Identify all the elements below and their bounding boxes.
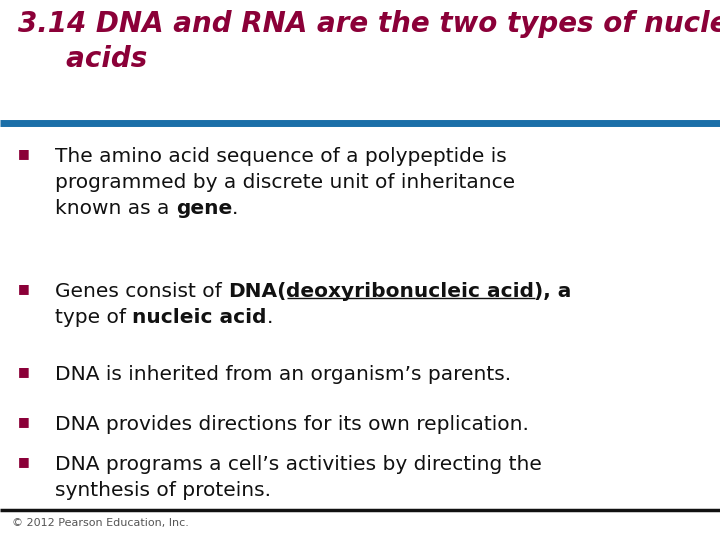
Text: DNA provides directions for its own replication.: DNA provides directions for its own repl… (55, 415, 529, 434)
Text: DNA programs a cell’s activities by directing the: DNA programs a cell’s activities by dire… (55, 455, 542, 474)
Text: gene: gene (176, 199, 232, 218)
Text: .: . (267, 308, 274, 327)
Text: ■: ■ (18, 147, 30, 160)
Text: ), a: ), a (534, 282, 572, 301)
Text: ■: ■ (18, 455, 30, 468)
Text: 3.14 DNA and RNA are the two types of nucleic
     acids: 3.14 DNA and RNA are the two types of nu… (18, 10, 720, 72)
Text: Genes consist of: Genes consist of (55, 282, 228, 301)
Text: known as a: known as a (55, 199, 176, 218)
Text: ■: ■ (18, 365, 30, 378)
Text: The amino acid sequence of a polypeptide is: The amino acid sequence of a polypeptide… (55, 147, 507, 166)
Text: nucleic acid: nucleic acid (132, 308, 267, 327)
Text: DNA is inherited from an organism’s parents.: DNA is inherited from an organism’s pare… (55, 365, 511, 384)
Text: DNA(: DNA( (228, 282, 287, 301)
Text: ■: ■ (18, 415, 30, 428)
Text: synthesis of proteins.: synthesis of proteins. (55, 481, 271, 500)
Text: programmed by a discrete unit of inheritance: programmed by a discrete unit of inherit… (55, 173, 515, 192)
Text: .: . (232, 199, 238, 218)
Text: deoxyribonucleic acid: deoxyribonucleic acid (287, 282, 534, 301)
Text: ■: ■ (18, 282, 30, 295)
Text: type of: type of (55, 308, 132, 327)
Text: © 2012 Pearson Education, Inc.: © 2012 Pearson Education, Inc. (12, 518, 189, 528)
